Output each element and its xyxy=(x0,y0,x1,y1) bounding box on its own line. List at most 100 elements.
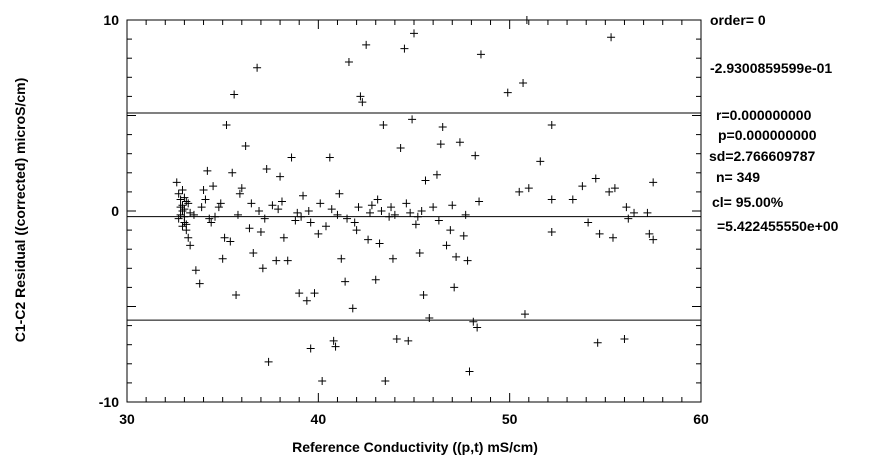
data-point xyxy=(272,256,281,265)
data-point xyxy=(442,241,451,250)
data-point xyxy=(362,40,371,49)
data-point xyxy=(461,210,470,219)
data-point xyxy=(448,201,457,210)
data-point xyxy=(536,157,545,166)
data-point xyxy=(392,334,401,343)
data-point xyxy=(325,153,334,162)
data-point xyxy=(247,199,256,208)
data-point xyxy=(620,334,629,343)
data-point xyxy=(180,205,189,214)
data-point xyxy=(178,207,187,215)
data-point xyxy=(419,291,428,300)
data-point xyxy=(283,256,292,265)
data-point xyxy=(207,218,216,227)
data-point xyxy=(417,207,426,215)
data-point xyxy=(218,254,227,263)
data-point xyxy=(189,210,198,219)
stats-panel: order= 0 -2.9300859599e-01 r=0.000000000… xyxy=(709,12,839,234)
data-point xyxy=(222,121,231,130)
data-point xyxy=(432,170,441,179)
data-point xyxy=(228,168,237,177)
data-point xyxy=(297,212,306,221)
data-point xyxy=(327,205,336,214)
data-point xyxy=(471,151,480,160)
data-point xyxy=(649,178,658,187)
data-point xyxy=(268,201,277,210)
data-point xyxy=(371,275,380,284)
y-axis-label: C1-C2 Residual ((corrected) microS/cm) xyxy=(12,78,28,343)
data-point xyxy=(352,226,361,235)
data-point xyxy=(610,184,619,193)
stat-sd: sd=2.766609787 xyxy=(709,148,815,164)
data-point xyxy=(344,58,353,67)
data-point xyxy=(519,79,528,88)
data-point xyxy=(245,224,254,233)
data-point xyxy=(178,222,187,231)
data-point xyxy=(459,231,468,240)
data-point xyxy=(356,92,365,101)
data-point xyxy=(299,191,308,200)
data-point xyxy=(174,214,183,223)
data-point xyxy=(316,199,325,208)
data-point xyxy=(400,44,409,53)
data-point xyxy=(329,336,338,345)
data-point xyxy=(262,164,271,173)
data-point xyxy=(276,172,285,181)
data-point xyxy=(450,283,459,292)
data-point xyxy=(205,214,214,223)
data-point xyxy=(203,166,212,175)
data-point xyxy=(174,189,183,198)
data-point xyxy=(522,16,531,24)
data-point xyxy=(473,323,482,332)
data-point xyxy=(306,218,315,227)
data-point xyxy=(421,176,430,185)
data-point xyxy=(354,203,363,212)
data-point xyxy=(180,193,189,202)
tick-labels: 30 40 50 60 -10 0 10 xyxy=(99,12,709,427)
data-point xyxy=(645,229,654,238)
data-point xyxy=(341,277,350,286)
data-point xyxy=(335,189,344,198)
data-point xyxy=(191,266,200,275)
plot-border xyxy=(126,19,702,403)
data-point xyxy=(578,182,587,191)
data-point xyxy=(253,63,262,72)
data-point xyxy=(279,233,288,242)
data-point xyxy=(186,241,195,250)
data-point xyxy=(452,252,461,261)
data-point xyxy=(434,216,443,225)
data-point xyxy=(230,90,239,99)
axis-ticks xyxy=(126,19,702,403)
data-point xyxy=(214,203,223,212)
data-point xyxy=(216,199,225,208)
data-point xyxy=(237,184,246,193)
data-point xyxy=(415,249,424,258)
data-point xyxy=(184,233,193,242)
data-point xyxy=(624,214,633,223)
data-point xyxy=(333,210,342,219)
data-point xyxy=(547,228,556,237)
stat-n: n= 349 xyxy=(716,169,760,185)
y-tick-label: -10 xyxy=(99,394,119,410)
data-point xyxy=(503,88,512,97)
data-point xyxy=(293,208,302,217)
data-point xyxy=(515,187,524,196)
data-point xyxy=(622,203,631,212)
data-point xyxy=(318,376,327,385)
data-point xyxy=(649,235,658,244)
stat-cl: cl= 95.00% xyxy=(712,194,784,210)
data-point xyxy=(233,210,242,219)
data-point xyxy=(197,203,206,212)
data-point xyxy=(306,344,315,353)
x-tick-label: 60 xyxy=(693,411,709,427)
data-point xyxy=(195,279,204,288)
data-point xyxy=(429,203,438,212)
data-point xyxy=(186,208,195,217)
x-tick-label: 40 xyxy=(311,411,327,427)
data-point xyxy=(436,140,445,149)
x-axis-label: Reference Conductivity ((p,t) mS/cm) xyxy=(292,439,538,455)
stat-p: p=0.000000000 xyxy=(718,127,817,143)
data-point xyxy=(446,226,455,235)
data-point xyxy=(277,197,286,206)
data-point xyxy=(321,222,330,231)
